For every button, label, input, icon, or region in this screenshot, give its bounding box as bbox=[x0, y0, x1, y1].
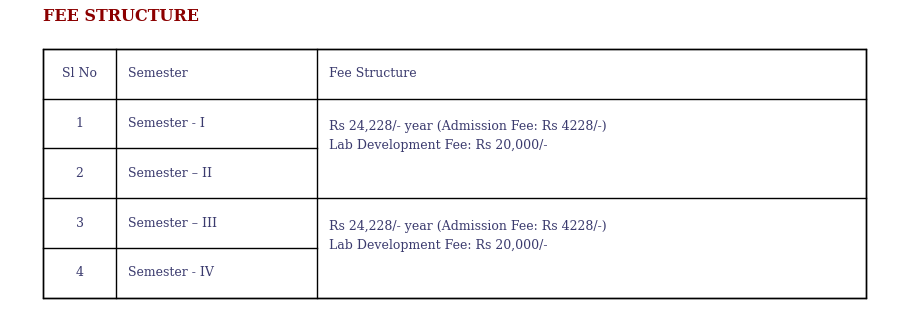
Text: Rs 24,228/- year (Admission Fee: Rs 4228/-)
Lab Development Fee: Rs 20,000/-: Rs 24,228/- year (Admission Fee: Rs 4228… bbox=[329, 121, 606, 152]
Text: Rs 24,228/- year (Admission Fee: Rs 4228/-)
Lab Development Fee: Rs 20,000/-: Rs 24,228/- year (Admission Fee: Rs 4228… bbox=[329, 220, 606, 252]
Bar bbox=[43, 49, 866, 298]
Text: 4: 4 bbox=[75, 266, 83, 279]
Text: Fee Structure: Fee Structure bbox=[329, 67, 416, 80]
Text: 1: 1 bbox=[75, 117, 83, 130]
Text: Semester - I: Semester - I bbox=[128, 117, 205, 130]
Text: Semester – II: Semester – II bbox=[128, 167, 212, 180]
Text: 2: 2 bbox=[75, 167, 83, 180]
Text: Semester – III: Semester – III bbox=[128, 216, 217, 230]
Text: FEE STRUCTURE: FEE STRUCTURE bbox=[43, 8, 199, 25]
Text: Semester - IV: Semester - IV bbox=[128, 266, 213, 279]
Text: Sl No: Sl No bbox=[62, 67, 97, 80]
Text: 3: 3 bbox=[75, 216, 83, 230]
Text: Semester: Semester bbox=[128, 67, 187, 80]
